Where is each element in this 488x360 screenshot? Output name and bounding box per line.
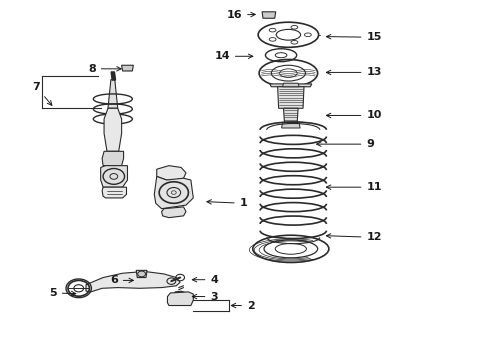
Text: 9: 9: [316, 139, 373, 149]
Text: 1: 1: [206, 198, 247, 208]
Polygon shape: [86, 271, 180, 292]
Polygon shape: [108, 80, 118, 108]
Text: 5: 5: [49, 288, 76, 298]
Text: 4: 4: [192, 275, 218, 285]
Polygon shape: [161, 207, 185, 218]
Text: 13: 13: [325, 67, 381, 77]
Text: 16: 16: [226, 10, 255, 20]
Text: 11: 11: [325, 182, 381, 192]
Text: 12: 12: [325, 232, 381, 242]
Polygon shape: [136, 270, 147, 278]
Polygon shape: [269, 84, 311, 87]
Text: 7: 7: [32, 82, 52, 105]
Polygon shape: [281, 123, 300, 128]
Text: 6: 6: [110, 275, 133, 285]
Polygon shape: [102, 151, 123, 166]
Polygon shape: [172, 291, 186, 303]
Polygon shape: [167, 292, 193, 306]
Polygon shape: [104, 108, 122, 151]
Polygon shape: [154, 176, 193, 209]
Polygon shape: [283, 108, 298, 123]
Polygon shape: [122, 65, 133, 71]
Polygon shape: [102, 187, 126, 198]
Polygon shape: [157, 166, 185, 181]
Text: 8: 8: [88, 64, 121, 74]
Polygon shape: [282, 83, 299, 87]
Text: 2: 2: [231, 301, 254, 311]
Text: 15: 15: [325, 32, 381, 42]
Text: 14: 14: [214, 51, 252, 61]
Text: 3: 3: [192, 292, 218, 302]
Polygon shape: [277, 87, 304, 108]
Polygon shape: [101, 166, 127, 187]
Polygon shape: [262, 12, 275, 18]
Text: 10: 10: [325, 111, 381, 121]
